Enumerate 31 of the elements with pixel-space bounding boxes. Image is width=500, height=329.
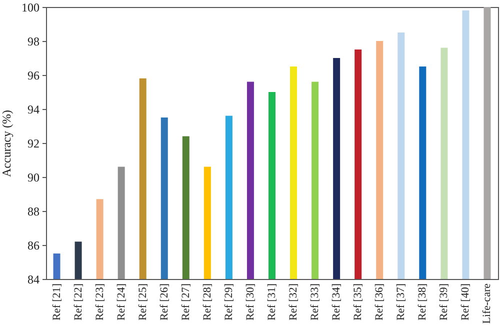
x-tick-label: Ref [23]	[94, 284, 106, 320]
x-tick-label: Life-care	[481, 283, 494, 324]
x-tick-label: Ref [21]	[50, 284, 63, 320]
y-tick-label: 84	[28, 272, 40, 286]
x-tick-label: Ref [39]	[438, 284, 450, 320]
y-tick-label: 96	[28, 68, 40, 82]
y-tick-label: 90	[28, 170, 40, 184]
x-tick-label: Ref [30]	[244, 284, 256, 320]
x-tick-label: Ref [24]	[115, 284, 128, 320]
x-tick-label: Ref [25]	[136, 284, 149, 320]
y-tick-label: 94	[28, 102, 40, 116]
x-tick-label: Ref [35]	[352, 284, 364, 320]
y-tick-label: 88	[28, 204, 40, 218]
x-tick-label: Ref [26]	[158, 284, 170, 320]
x-tick-label: Ref [40]	[460, 284, 472, 320]
x-tick-label: Ref [22]	[72, 284, 84, 320]
x-tick-label: Ref [36]	[374, 284, 386, 320]
x-tick-label: Ref [28]	[201, 284, 214, 320]
x-tick-label: Ref [27]	[180, 284, 192, 320]
y-axis-title: Accuracy (%)	[0, 110, 14, 177]
x-tick-label: Ref [31]	[266, 284, 278, 320]
y-tick-label: 98	[28, 34, 40, 48]
y-tick-label: 100	[22, 0, 40, 14]
x-tick-label: Ref [37]	[395, 284, 408, 320]
x-tick-label: Ref [33]	[309, 284, 322, 320]
x-tick-label: Ref [32]	[288, 284, 300, 320]
y-tick-label: 92	[28, 136, 40, 150]
x-tick-label: Ref [29]	[222, 284, 235, 320]
x-tick-label: Ref [34]	[330, 284, 343, 320]
y-tick-label: 86	[28, 238, 40, 252]
x-tick-label: Ref [38]	[416, 284, 429, 320]
